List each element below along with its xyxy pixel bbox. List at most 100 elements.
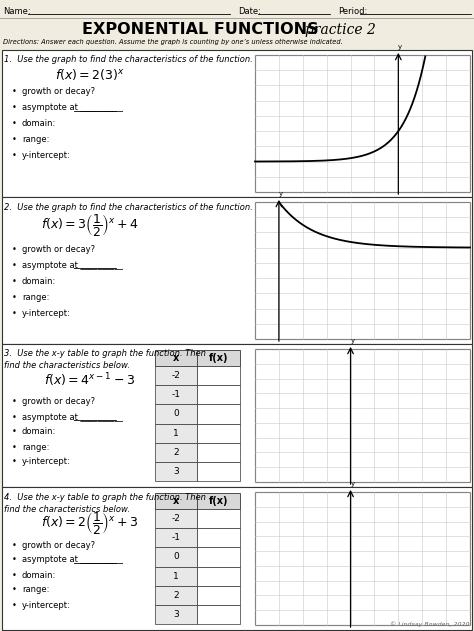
Bar [198, 567, 240, 586]
Bar [155, 350, 240, 366]
Text: domain:: domain: [22, 119, 56, 129]
Text: •: • [12, 427, 17, 437]
Text: •: • [12, 136, 17, 144]
Text: $f(x) = 3\left(\dfrac{1}{2}\right)^x + 4$: $f(x) = 3\left(\dfrac{1}{2}\right)^x + 4… [41, 212, 139, 238]
Text: 4.  Use the x-y table to graph the function. Then: 4. Use the x-y table to graph the functi… [4, 493, 206, 502]
Text: •: • [12, 293, 17, 302]
Text: 0: 0 [173, 410, 179, 418]
Text: •: • [12, 88, 17, 97]
Bar [198, 586, 240, 605]
Text: 1.  Use the graph to find the characteristics of the function.: 1. Use the graph to find the characteris… [4, 56, 253, 64]
Text: range:: range: [22, 442, 49, 452]
Text: y: y [350, 481, 355, 487]
Text: Name:: Name: [3, 6, 31, 16]
Text: •: • [12, 601, 17, 610]
Text: y-intercept:: y-intercept: [22, 457, 71, 466]
Text: x: x [173, 496, 179, 506]
Text: •: • [12, 151, 17, 160]
Bar [2, 344, 472, 487]
Text: 1: 1 [173, 572, 179, 581]
Bar [155, 567, 198, 586]
Text: asymptote at __________: asymptote at __________ [22, 103, 123, 112]
Text: •: • [12, 119, 17, 129]
Bar [155, 605, 198, 624]
Text: growth or decay?: growth or decay? [22, 244, 95, 254]
Bar [198, 462, 240, 481]
Bar [198, 509, 240, 528]
Text: f(x): f(x) [209, 496, 228, 506]
Text: •: • [12, 309, 17, 317]
Text: growth or decay?: growth or decay? [22, 398, 95, 406]
Text: range:: range: [22, 293, 49, 302]
Text: Date:: Date: [238, 6, 261, 16]
Text: growth or decay?: growth or decay? [22, 541, 95, 550]
Text: domain:: domain: [22, 570, 56, 579]
Bar [255, 492, 470, 625]
Bar [255, 349, 470, 482]
Bar [155, 385, 198, 404]
Bar [155, 586, 198, 605]
Text: 0: 0 [173, 552, 179, 562]
Text: -2: -2 [172, 514, 181, 523]
Text: $f(x) = 2(3)^x$: $f(x) = 2(3)^x$ [55, 66, 125, 81]
Text: domain:: domain: [22, 276, 56, 285]
Bar [155, 443, 198, 462]
Text: -1: -1 [172, 390, 181, 399]
Text: -1: -1 [172, 533, 181, 542]
Text: •: • [12, 570, 17, 579]
Bar [2, 487, 472, 630]
Bar [155, 528, 198, 547]
Bar [155, 423, 198, 443]
Text: range:: range: [22, 136, 49, 144]
Text: Directions: Answer each question. Assume the graph is counting by one’s unless o: Directions: Answer each question. Assume… [3, 39, 343, 45]
Text: asymptote at __________: asymptote at __________ [22, 413, 123, 422]
Text: y-intercept:: y-intercept: [22, 309, 71, 317]
Bar [198, 528, 240, 547]
Text: •: • [12, 457, 17, 466]
Text: y-intercept:: y-intercept: [22, 601, 71, 610]
Text: x: x [173, 353, 179, 363]
Bar [255, 202, 470, 339]
Text: $f(x) = 2\left(\dfrac{1}{2}\right)^x + 3$: $f(x) = 2\left(\dfrac{1}{2}\right)^x + 3… [41, 510, 139, 536]
Text: •: • [12, 276, 17, 285]
Text: EXPONENTIAL FUNCTIONS: EXPONENTIAL FUNCTIONS [82, 23, 319, 37]
Text: find the characteristics below.: find the characteristics below. [4, 505, 130, 514]
Text: •: • [12, 442, 17, 452]
Text: practice 2: practice 2 [305, 23, 375, 37]
Text: © Lindsay Bowden, 2020: © Lindsay Bowden, 2020 [391, 622, 470, 627]
Bar [155, 493, 240, 509]
Bar [2, 50, 472, 197]
Text: y-intercept:: y-intercept: [22, 151, 71, 160]
Text: y: y [279, 191, 283, 197]
Text: •: • [12, 398, 17, 406]
Text: asymptote at __________: asymptote at __________ [22, 555, 123, 565]
Text: •: • [12, 586, 17, 594]
Bar [155, 404, 198, 423]
Text: asymptote at __________: asymptote at __________ [22, 261, 123, 269]
Bar [198, 423, 240, 443]
Text: 3: 3 [173, 610, 179, 619]
Text: 2: 2 [173, 448, 179, 457]
Text: •: • [12, 103, 17, 112]
Bar [198, 385, 240, 404]
Bar [155, 366, 198, 385]
Text: 2: 2 [173, 591, 179, 599]
Bar [155, 509, 198, 528]
Bar [255, 55, 470, 192]
Text: 3.  Use the x-y table to graph the function. Then: 3. Use the x-y table to graph the functi… [4, 350, 206, 358]
Text: •: • [12, 413, 17, 422]
Text: •: • [12, 555, 17, 565]
Text: 2.  Use the graph to find the characteristics of the function.: 2. Use the graph to find the characteris… [4, 203, 253, 211]
Text: growth or decay?: growth or decay? [22, 88, 95, 97]
Bar [198, 366, 240, 385]
Bar [198, 605, 240, 624]
Text: find the characteristics below.: find the characteristics below. [4, 362, 130, 370]
Text: $f(x) = 4^{x-1} - 3$: $f(x) = 4^{x-1} - 3$ [45, 371, 136, 389]
Bar [198, 547, 240, 567]
Text: 1: 1 [173, 428, 179, 437]
Text: Period:: Period: [338, 6, 367, 16]
Text: 3: 3 [173, 467, 179, 476]
Bar [198, 404, 240, 423]
Bar [155, 462, 198, 481]
Bar [155, 547, 198, 567]
